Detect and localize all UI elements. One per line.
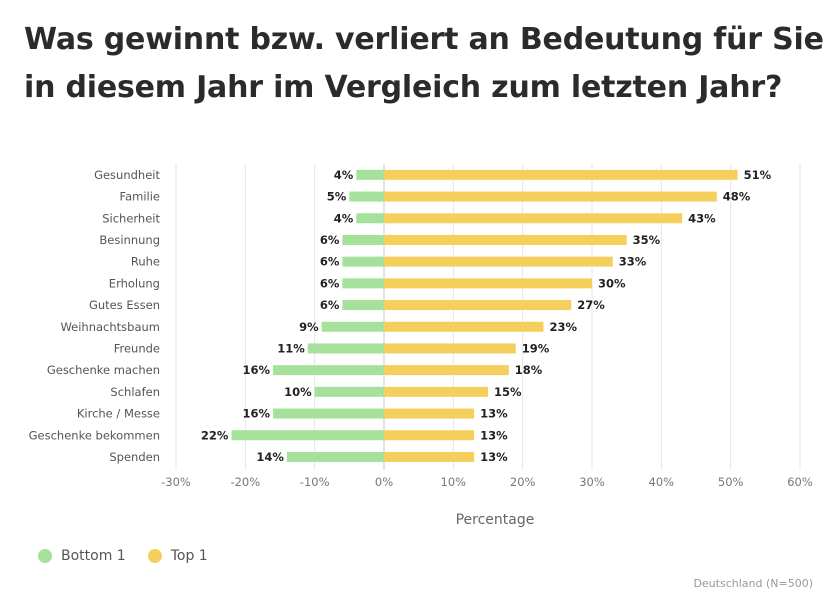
data-label-top: 13% — [480, 450, 508, 464]
label-layer: -30% -20% -10% 0% 10% 20% 30% 40% 50% 60% Gesundhe… — [29, 168, 813, 489]
category-label: Gesundheit — [94, 168, 160, 182]
data-label-top: 13% — [480, 407, 508, 421]
category-label: Besinnung — [99, 233, 160, 247]
bar-bottom — [356, 213, 384, 224]
bar-bottom — [342, 278, 384, 289]
data-label-bottom: 6% — [320, 233, 340, 247]
bar-top — [384, 278, 592, 289]
x-tick-label: -20% — [230, 475, 260, 489]
x-tick-label: 30% — [579, 475, 605, 489]
data-label-bottom: 14% — [256, 450, 284, 464]
bar-top — [384, 451, 475, 462]
bar-bottom — [349, 191, 384, 202]
bar-top — [384, 365, 509, 376]
data-label-top: 23% — [549, 320, 577, 334]
bar-top — [384, 386, 488, 397]
data-label-bottom: 4% — [334, 211, 354, 225]
legend-swatch-top — [147, 549, 162, 563]
category-label: Ruhe — [131, 255, 160, 269]
bar-bottom — [314, 386, 384, 397]
x-tick-label: -30% — [161, 475, 191, 489]
data-label-top: 15% — [494, 385, 522, 399]
legend-item-bottom[interactable]: Bottom 1 — [38, 548, 126, 564]
data-label-top: 30% — [598, 276, 626, 290]
data-label-top: 27% — [577, 298, 605, 312]
data-label-bottom: 6% — [320, 276, 340, 290]
bar-bottom — [307, 343, 384, 354]
x-tick-label: 40% — [649, 475, 675, 489]
data-label-top: 35% — [633, 233, 661, 247]
data-label-top: 33% — [619, 255, 647, 269]
data-label-bottom: 6% — [320, 298, 340, 312]
x-tick-label: 60% — [787, 475, 813, 489]
data-label-bottom: 22% — [201, 428, 229, 442]
x-tick-label: -10% — [300, 475, 330, 489]
bar-top — [384, 169, 738, 180]
data-label-bottom: 6% — [320, 255, 340, 269]
x-tick-label: 10% — [441, 475, 467, 489]
bar-bottom — [273, 365, 384, 376]
bar-top — [384, 343, 516, 354]
bar-bottom — [342, 256, 384, 267]
source-note: Deutschland (N=500) — [693, 577, 813, 590]
bar-bottom — [286, 451, 384, 462]
data-label-bottom: 10% — [284, 385, 312, 399]
data-label-bottom: 16% — [243, 407, 271, 421]
x-tick-label: 20% — [510, 475, 536, 489]
bar-layer — [231, 169, 738, 462]
category-label: Geschenke bekommen — [29, 428, 160, 442]
category-label: Sicherheit — [102, 211, 160, 225]
legend: Bottom 1 Top 1 — [38, 548, 230, 564]
bar-top — [384, 300, 572, 311]
category-label: Erholung — [109, 276, 160, 290]
category-label: Geschenke machen — [47, 363, 160, 377]
bar-bottom — [342, 300, 384, 311]
data-label-bottom: 4% — [334, 168, 354, 182]
legend-swatch-bottom — [38, 549, 52, 563]
data-label-top: 13% — [480, 428, 508, 442]
data-label-top: 19% — [522, 341, 550, 355]
category-label: Familie — [120, 190, 160, 204]
data-label-bottom: 9% — [299, 320, 319, 334]
x-tick-label: 50% — [718, 475, 744, 489]
bar-bottom — [342, 234, 384, 245]
data-label-top: 43% — [688, 211, 716, 225]
bar-top — [384, 408, 475, 419]
bar-top — [384, 213, 683, 224]
legend-label-bottom: Bottom 1 — [61, 548, 126, 564]
bar-bottom — [321, 321, 384, 332]
legend-item-top[interactable]: Top 1 — [147, 548, 208, 564]
data-label-bottom: 16% — [243, 363, 271, 377]
bar-top — [384, 321, 544, 332]
category-label: Weihnachtsbaum — [60, 320, 160, 334]
data-label-bottom: 11% — [277, 341, 305, 355]
legend-label-top: Top 1 — [170, 548, 208, 564]
x-tick-label: 0% — [375, 475, 393, 489]
category-label: Spenden — [109, 450, 160, 464]
bar-top — [384, 191, 717, 202]
category-label: Kirche / Messe — [77, 407, 160, 421]
data-label-top: 18% — [515, 363, 543, 377]
x-axis-label: Percentage — [456, 512, 535, 528]
category-label: Schlafen — [110, 385, 160, 399]
data-label-bottom: 5% — [327, 190, 347, 204]
bar-top — [384, 256, 613, 267]
data-label-top: 48% — [723, 190, 751, 204]
chart-title: Was gewinnt bzw. verliert an Bedeutung f… — [24, 22, 824, 105]
bar-bottom — [273, 408, 384, 419]
bar-top — [384, 430, 475, 441]
category-label: Freunde — [114, 341, 160, 355]
bar-bottom — [231, 430, 384, 441]
bar-bottom — [356, 169, 384, 180]
data-label-top: 51% — [744, 168, 772, 182]
grid-layer — [175, 164, 801, 470]
bar-top — [384, 234, 627, 245]
category-label: Gutes Essen — [89, 298, 160, 312]
